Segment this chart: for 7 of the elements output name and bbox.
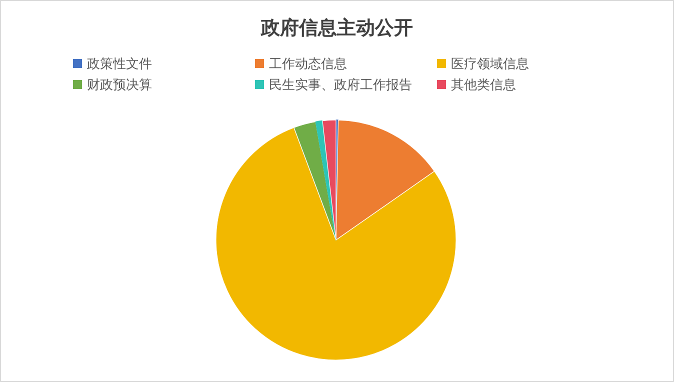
legend-label: 医疗领域信息 [451,57,529,72]
legend-label: 政策性文件 [87,57,152,72]
legend-label: 工作动态信息 [269,57,347,72]
legend-label: 财政预决算 [87,78,152,93]
legend-label: 民生实事、政府工作报告 [269,77,412,93]
chart-title: 政府信息主动公开 [260,17,413,39]
legend-label: 其他类信息 [451,78,516,93]
